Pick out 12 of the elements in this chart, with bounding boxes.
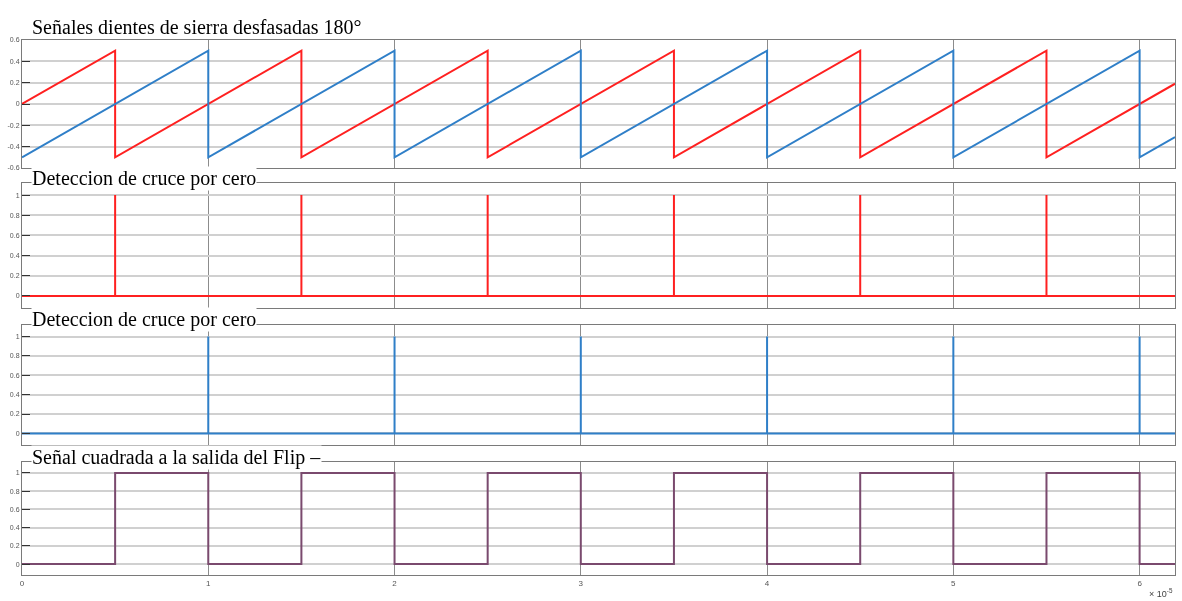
x-tick-label: 1 [206, 578, 212, 588]
x-tick-label: 5 [951, 578, 957, 588]
text: × 10$^{-5}$ [1149, 587, 1173, 599]
chart-title: Señal cuadrada a la salida del Flip – [32, 446, 322, 469]
chart-title: Señales dientes de sierra desfasadas 180° [32, 16, 362, 38]
x-tick-label: 4 [764, 578, 770, 588]
x-tick-label: 2 [392, 578, 398, 588]
chart-title: Deteccion de cruce por cero [32, 167, 257, 190]
x-tick-label: 3 [578, 578, 584, 588]
chart-title: Deteccion de cruce por cero [32, 308, 257, 331]
line-series [22, 49, 1175, 159]
x-tick-label: 6 [1137, 578, 1143, 588]
